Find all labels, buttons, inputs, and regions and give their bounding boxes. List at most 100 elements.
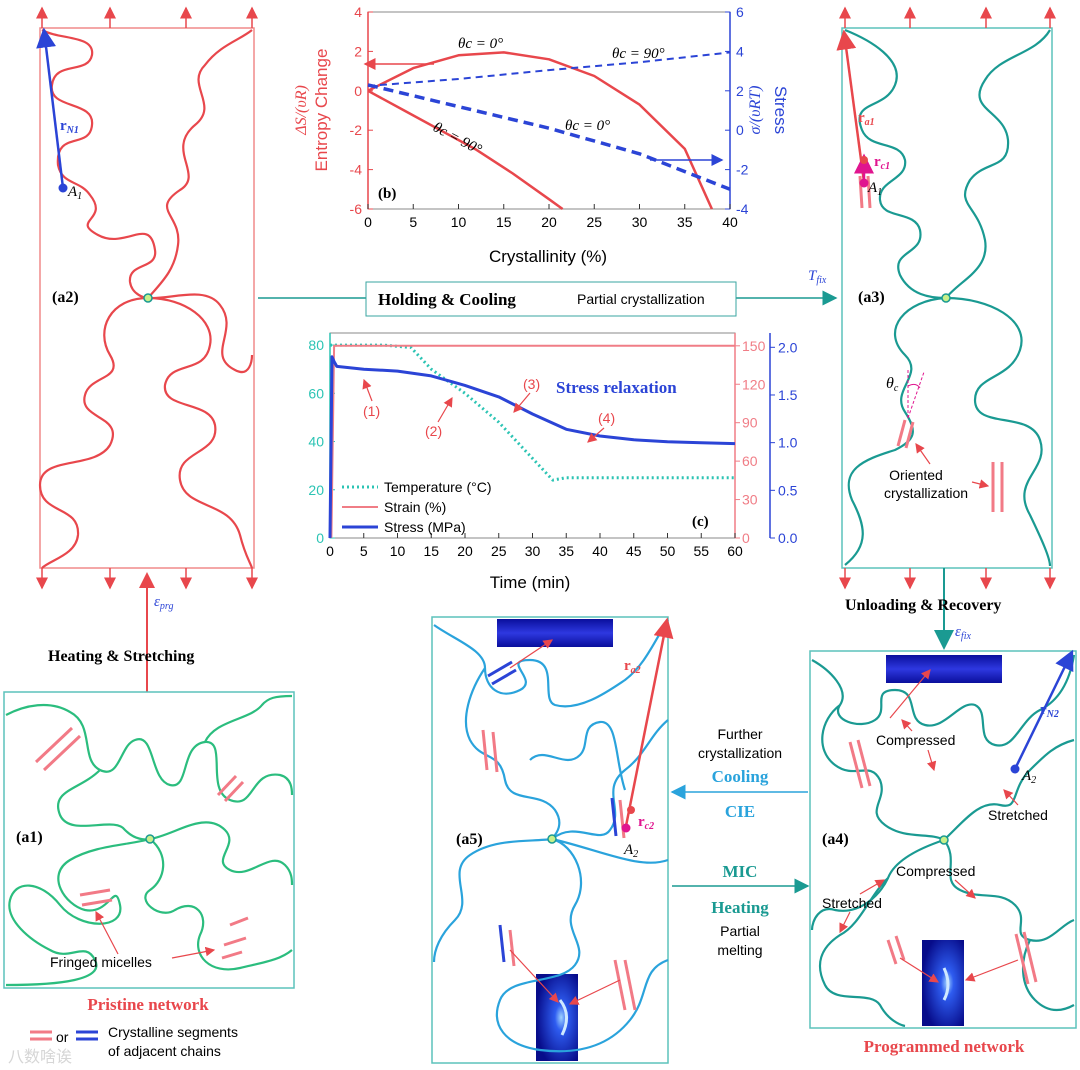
chart-c-temp-tick-label-3: 60 [308,385,324,401]
chart-b-ylabel-left-symbol: ΔS/(υR) [293,85,310,136]
chart-b-x-tick-label-4: 20 [541,214,557,230]
theta-c-label: θc [886,375,899,394]
deformation-pointers-a4 [839,719,1019,934]
chart-c-x-tick-label-11: 55 [693,543,709,559]
point-a1-marker [58,183,68,193]
chart-b-left-tick-label-5: -6 [350,201,363,217]
chart-b-right-tick-label-5: -4 [736,201,749,217]
chart-b-right-tick-label-4: -2 [736,162,749,178]
panel-a5-frame [431,616,669,1064]
chart-b-right-tick-label-2: 2 [736,83,744,99]
oriented-pointer-1 [915,443,931,465]
chart-b-right-axis: 6 4 2 0 -2 -4 [725,4,749,217]
chart-c-x-tick-label-7: 35 [558,543,574,559]
chart-c-stress-tick-label-2: 1.0 [778,435,798,451]
chart-b-series-stress-c-0- [367,83,731,191]
crystallites-blue-a5 [487,660,618,963]
stage-label-4: (4) [598,410,615,426]
ann-stress-90: θc = 90° [612,46,665,62]
vector-rc2-label: rc2 [638,814,654,832]
chart-b-x-tick-label-0: 0 [364,214,372,230]
further-label-2: crystallization [698,745,782,761]
vector-rc1-label: rc1 [874,154,890,172]
xray-pattern-a4-top [886,655,1002,683]
eps-prg-label: εprg [154,594,173,612]
chart-b-series [367,51,731,211]
holding-cooling-label: Holding & Cooling [378,290,516,309]
chart-b-series-entropy-c-90- [367,89,564,211]
panel-a2-label: (a2) [52,289,79,306]
chart-b-left-tick-label-0: 4 [354,4,362,20]
crystal-end-marker-a3 [860,156,868,164]
chart-c-x-tick-label-3: 15 [423,543,439,559]
chart-c-temp-tick-label-1: 20 [308,482,324,498]
micelle-pointer-1 [95,910,119,955]
chain-a5 [432,619,669,1053]
stage-label-2: (2) [425,423,442,439]
pristine-network-caption: Pristine network [87,995,209,1014]
holding-cooling-box [365,281,737,317]
compressed-label-1: Compressed [876,732,955,748]
chart-c-x-tick-label-9: 45 [626,543,642,559]
xray-pointer-a5-br [568,979,621,1005]
xray-pointer-a4-br [964,959,1019,982]
chart-b-x-tick-label-7: 35 [677,214,693,230]
fringed-micelles-a1 [34,726,249,960]
chart-c-stress-tick-label-0: 0.0 [778,530,798,546]
micelle-pointer-2 [171,946,216,959]
oriented-cryst-line1: Oriented [889,467,943,483]
panel-a5-label: (a5) [456,831,483,848]
chart-b-x-axis: 0 5 10 15 20 25 30 35 40 [364,204,738,230]
chart-b-ylabel-left-text: Entropy Change [312,49,331,172]
point-a1-label-a3: A1 [867,180,882,198]
vector-ra1-label: ra1 [858,110,875,128]
panel-a4: rN2 A2 Compressed Stretched Compressed S… [809,649,1077,1029]
chain-a2-lower [38,293,254,569]
watermark: 八数啥诶 [8,1048,72,1066]
fringed-micelles-label: Fringed micelles [50,954,152,970]
chart-b-left-tick-label-3: -2 [350,122,363,138]
chart-c-x-tick-label-2: 10 [390,543,406,559]
vector-rN2 [1013,649,1074,770]
chart-c-series-strain- [330,344,735,539]
chart-b-x-tick-label-2: 10 [451,214,467,230]
stretched-label-2: Stretched [822,895,882,911]
chart-b-series-stress-c-90- [367,51,731,87]
chart-b-left-axis: 4 2 0 -2 -4 -6 [350,4,373,217]
chart-c-temp-tick-label-0: 0 [316,530,324,546]
chart-b-left-tick-label-4: -4 [350,162,363,178]
heating-label: Heating [711,898,769,917]
vector-rN2-label: rN2 [1040,702,1059,720]
chart-c-axes: 0 20 40 60 80 0 30 60 90 120 150 0.0 0.5 1.0 1.5 2.0 0 5 1… [308,333,798,559]
legend-line2: of adjacent chains [108,1043,221,1059]
angle-arc [907,383,921,389]
partial-crystallization-label: Partial crystallization [577,291,705,307]
cooling-label: Cooling [712,767,769,786]
chart-c-temp-tick-label-4: 80 [308,337,324,353]
chain-a1 [5,694,294,987]
legend-strain-label: Strain (%) [384,499,446,515]
chart-c-strain-tick-label-1: 30 [742,492,758,508]
xray-pattern-a4-bottom [922,940,964,1026]
stress-relaxation-chart: 0 20 40 60 80 0 30 60 90 120 150 0.0 0.5 1.0 1.5 2.0 0 5 1… [308,332,798,592]
chart-b-left-tick-label-1: 2 [354,43,362,59]
point-a2-label-a4: A2 [1021,768,1036,786]
chart-c-x-tick-label-1: 5 [360,543,368,559]
ann-stress-0: θc = 0° [565,118,610,134]
crystallites-red-a5 [481,729,637,1011]
crystal-end-marker-a5 [627,806,635,814]
chart-b-plot-area [367,11,731,210]
chart-b-x-tick-label-5: 25 [586,214,602,230]
further-label-1: Further [717,726,762,742]
crosslink-a1 [145,834,155,844]
t-fix-label: Tfix [808,268,827,286]
chart-c-temp-tick-label-2: 40 [308,434,324,450]
point-a2-label-a5: A2 [623,842,638,860]
point-a1-marker-a3 [859,178,869,188]
point-a2-marker-a4 [1010,764,1020,774]
chart-b-ylabel-right-text: Stress [771,86,790,134]
xray-arc-a5 [558,999,568,1036]
chart-c-strain-tick-label-5: 150 [742,338,766,354]
chain-a4 [810,654,1076,1028]
tensile-arrows-bottom-a2 [36,568,258,590]
